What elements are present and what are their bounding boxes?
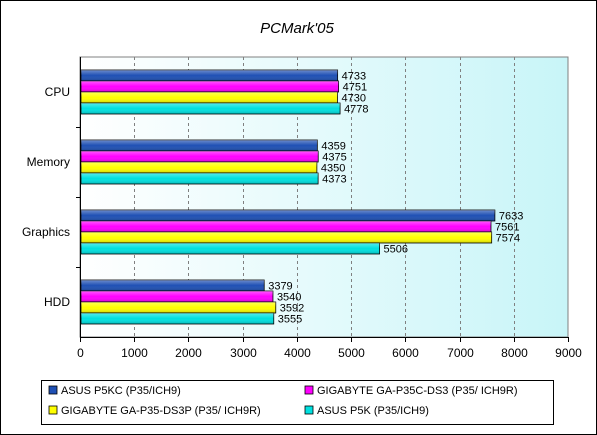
bar-shading <box>81 232 492 243</box>
x-tick-label: 4000 <box>284 346 311 360</box>
bar-shading <box>81 173 319 184</box>
category-label: HDD <box>44 295 70 309</box>
bar-shading <box>81 70 338 81</box>
legend-swatch <box>48 405 58 415</box>
legend-swatch <box>304 405 314 415</box>
x-tick-label: 0 <box>77 346 84 360</box>
legend-swatch <box>304 385 314 395</box>
data-label: 4375 <box>322 152 346 164</box>
data-label: 7561 <box>495 222 519 234</box>
legend-label: GIGABYTE GA-P35C-DS3 (P35/ ICH9R) <box>317 385 518 397</box>
data-label: 4350 <box>321 163 345 175</box>
legend <box>41 380 554 425</box>
data-label: 4373 <box>322 174 346 186</box>
bar-shading <box>81 81 339 92</box>
category-label: Graphics <box>22 225 70 239</box>
category-label: CPU <box>45 85 70 99</box>
data-label: 4751 <box>343 82 367 94</box>
x-tick-label: 1000 <box>121 346 148 360</box>
data-label: 3379 <box>268 281 292 293</box>
data-label: 4730 <box>341 93 365 105</box>
data-label: 5506 <box>384 244 408 256</box>
data-label: 3555 <box>278 314 302 326</box>
x-tick-label: 8000 <box>501 346 528 360</box>
data-label: 7574 <box>496 233 520 245</box>
x-tick-label: 5000 <box>338 346 365 360</box>
bar-shading <box>81 162 317 173</box>
bar-shading <box>81 280 265 291</box>
legend-label: ASUS P5KC (P35/ICH9) <box>61 385 181 397</box>
bar-shading <box>81 151 319 162</box>
bar-shading <box>81 313 274 324</box>
bar-shading <box>81 103 341 114</box>
legend-label: GIGABYTE GA-P35-DS3P (P35/ ICH9R) <box>61 405 261 417</box>
x-tick-label: 2000 <box>175 346 202 360</box>
bar-shading <box>81 92 338 103</box>
data-label: 4733 <box>342 71 366 83</box>
data-label: 4359 <box>321 141 345 153</box>
data-label: 3592 <box>280 303 304 315</box>
bar-shading <box>81 291 273 302</box>
legend-swatch <box>48 385 58 395</box>
x-tick-label: 9000 <box>555 346 582 360</box>
data-label: 3540 <box>277 292 301 304</box>
x-tick-label: 7000 <box>447 346 474 360</box>
legend-label: ASUS P5K (P35/ICH9) <box>317 405 429 417</box>
bar-shading <box>81 140 318 151</box>
bar-shading <box>81 221 491 232</box>
bar-shading <box>81 243 380 254</box>
data-label: 4778 <box>344 104 368 116</box>
category-label: Memory <box>27 155 70 169</box>
data-label: 7633 <box>499 211 523 223</box>
chart-title: PCMark'05 <box>260 20 334 37</box>
x-tick-label: 3000 <box>230 346 257 360</box>
bar-shading <box>81 302 276 313</box>
x-tick-label: 6000 <box>392 346 419 360</box>
bar-shading <box>81 210 495 221</box>
